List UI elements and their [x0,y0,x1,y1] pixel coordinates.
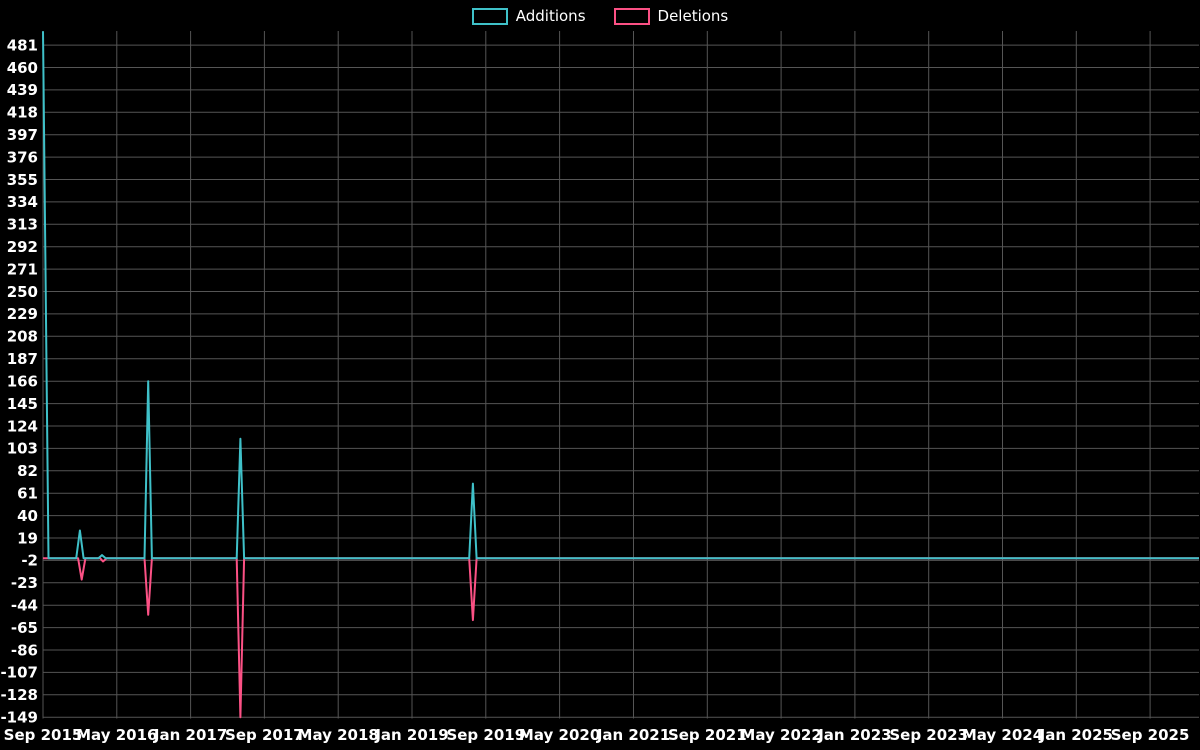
svg-text:145: 145 [7,395,38,413]
svg-text:166: 166 [7,372,38,390]
svg-text:460: 460 [7,59,38,77]
svg-text:-23: -23 [11,574,38,592]
svg-text:19: 19 [17,529,38,547]
svg-text:61: 61 [17,484,38,502]
svg-text:376: 376 [7,148,38,166]
svg-text:481: 481 [7,36,38,54]
svg-text:Jan 2019: Jan 2019 [374,726,448,744]
chart-legend: Additions Deletions [0,8,1200,25]
svg-text:124: 124 [7,417,38,435]
svg-text:-128: -128 [0,686,38,704]
svg-text:313: 313 [7,216,38,234]
svg-text:103: 103 [7,440,38,458]
svg-text:Sep 2025: Sep 2025 [1111,726,1190,744]
svg-text:229: 229 [7,305,38,323]
svg-text:May 2018: May 2018 [298,726,379,744]
legend-label-deletions: Deletions [657,7,729,25]
svg-text:187: 187 [7,350,38,368]
svg-text:292: 292 [7,238,38,256]
svg-text:May 2016: May 2016 [76,726,157,744]
svg-text:-107: -107 [0,664,38,682]
svg-text:439: 439 [7,81,38,99]
svg-text:40: 40 [17,507,38,525]
legend-item-deletions[interactable]: Deletions [613,7,729,25]
svg-text:Sep 2021: Sep 2021 [668,726,747,744]
svg-text:-86: -86 [11,641,38,659]
svg-text:397: 397 [7,126,38,144]
svg-text:Sep 2017: Sep 2017 [225,726,304,744]
svg-text:Sep 2019: Sep 2019 [446,726,525,744]
svg-text:Sep 2015: Sep 2015 [4,726,83,744]
svg-text:-2: -2 [21,552,38,570]
svg-text:Jan 2017: Jan 2017 [153,726,227,744]
svg-text:355: 355 [7,171,38,189]
svg-text:May 2022: May 2022 [740,726,821,744]
deletions-swatch-icon [613,8,650,25]
svg-text:-149: -149 [0,708,38,726]
svg-text:Jan 2025: Jan 2025 [1039,726,1113,744]
svg-text:208: 208 [7,328,38,346]
legend-item-additions[interactable]: Additions [471,7,586,25]
svg-text:271: 271 [7,260,38,278]
svg-text:-44: -44 [11,596,38,614]
svg-text:418: 418 [7,104,38,122]
svg-text:Sep 2023: Sep 2023 [889,726,968,744]
svg-text:334: 334 [7,193,38,211]
svg-text:-65: -65 [11,619,38,637]
svg-text:250: 250 [7,283,38,301]
svg-text:Jan 2021: Jan 2021 [596,726,670,744]
svg-text:May 2024: May 2024 [962,726,1043,744]
additions-swatch-icon [471,8,508,25]
svg-text:82: 82 [17,462,38,480]
svg-text:May 2020: May 2020 [519,726,600,744]
legend-label-additions: Additions [515,7,586,25]
svg-text:Jan 2023: Jan 2023 [817,726,891,744]
